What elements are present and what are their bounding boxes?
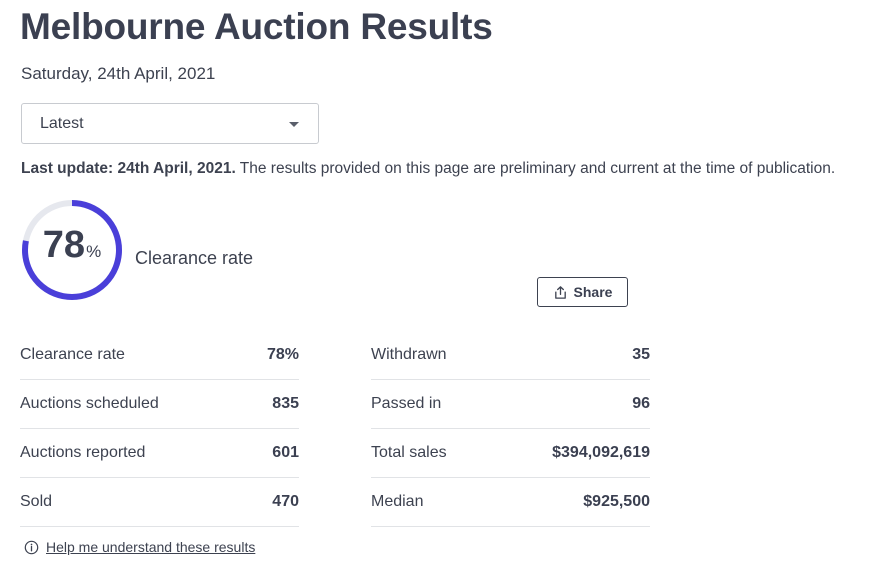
stat-label: Total sales <box>371 444 447 461</box>
stat-row: Withdrawn 35 <box>371 331 650 380</box>
clearance-ring-progress <box>22 200 122 300</box>
results-period-value: Latest <box>40 115 84 132</box>
stat-value: 470 <box>272 493 299 510</box>
stat-row: Auctions scheduled 835 <box>20 380 299 429</box>
stat-label: Auctions reported <box>20 444 146 461</box>
stat-row: Sold 470 <box>20 478 299 527</box>
share-button-label: Share <box>573 284 613 300</box>
stat-value: 35 <box>632 346 650 363</box>
stat-label: Passed in <box>371 395 442 412</box>
stat-value: 835 <box>272 395 299 412</box>
stat-value: 78% <box>266 346 299 363</box>
stat-row: Auctions reported 601 <box>20 429 299 478</box>
share-icon <box>554 285 566 299</box>
clearance-rate-caption: Clearance rate <box>135 248 254 268</box>
results-period-select[interactable]: Latest <box>21 103 319 144</box>
stat-label: Median <box>371 493 424 510</box>
clearance-rate-value: 78 <box>42 224 86 266</box>
stat-label: Sold <box>20 493 53 510</box>
stat-value: $925,500 <box>583 493 650 510</box>
stat-row: Total sales $394,092,619 <box>371 429 650 478</box>
chevron-down-icon <box>289 122 299 127</box>
stat-row: Passed in 96 <box>371 380 650 429</box>
stat-row: Median $925,500 <box>371 478 650 527</box>
share-button[interactable]: Share <box>537 277 628 307</box>
stat-row: Clearance rate 78% <box>20 331 299 380</box>
last-update-notice: Last update: 24th April, 2021. The resul… <box>21 160 835 178</box>
last-update-text: The results provided on this page are pr… <box>235 160 836 177</box>
info-icon <box>24 540 39 554</box>
stat-value: 601 <box>272 444 299 461</box>
clearance-rate-ring <box>22 200 122 300</box>
stat-label: Clearance rate <box>20 346 125 363</box>
clearance-ring-label: 78% <box>20 198 124 302</box>
clearance-rate-unit: % <box>86 242 102 261</box>
stat-value: 96 <box>632 395 650 412</box>
help-link-label: Help me understand these results <box>46 539 256 555</box>
stat-value: $394,092,619 <box>552 444 650 461</box>
stats-column-left: Clearance rate 78% Auctions scheduled 83… <box>20 331 299 527</box>
last-update-date: Last update: 24th April, 2021. <box>21 160 236 177</box>
stat-label: Withdrawn <box>371 346 447 363</box>
stat-label: Auctions scheduled <box>20 395 159 412</box>
stats-column-right: Withdrawn 35 Passed in 96 Total sales $3… <box>371 331 650 527</box>
help-link[interactable]: Help me understand these results <box>24 539 255 555</box>
results-date: Saturday, 24th April, 2021 <box>21 64 216 83</box>
page-title: Melbourne Auction Results <box>20 6 493 47</box>
